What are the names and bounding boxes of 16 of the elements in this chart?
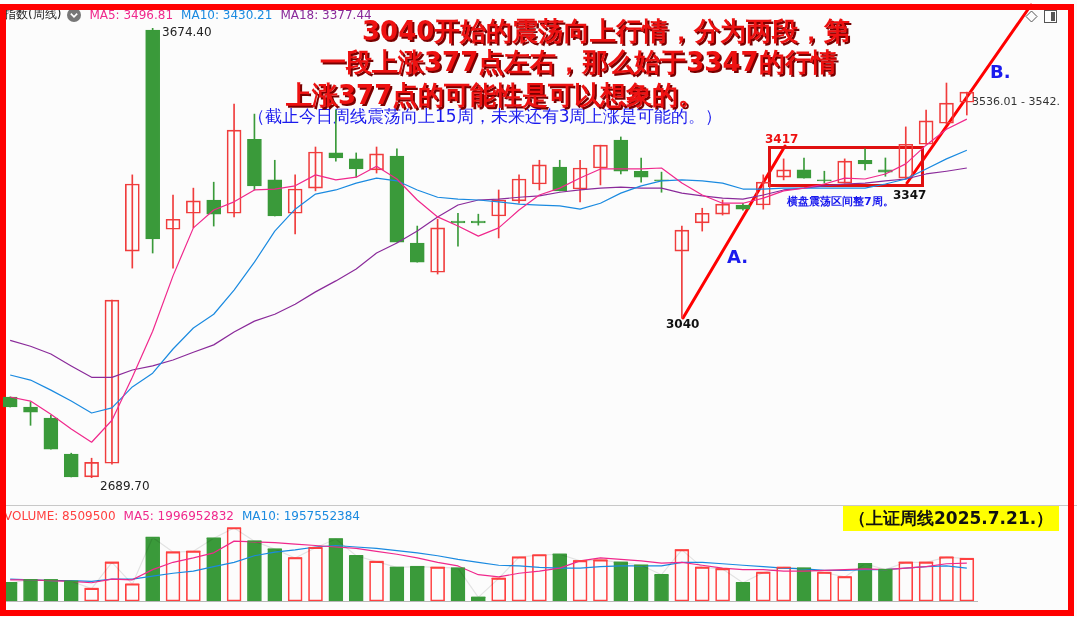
text: MA10: 3430.21 xyxy=(181,7,273,22)
series-label: MA5: 1996952832 xyxy=(123,509,234,523)
annotation: 3674.40 xyxy=(162,25,212,39)
text: 2689.70 xyxy=(100,479,150,493)
annotation: A. xyxy=(727,246,749,267)
text: B. xyxy=(990,61,1011,82)
annotation: 3040 xyxy=(666,317,700,331)
annotation: 一段上涨377点左右，那么始于3347的行情 xyxy=(320,47,837,77)
annotation: 3536.01 - 3542. xyxy=(972,95,1060,108)
annotation: （上证周线2025.7.21.） xyxy=(843,506,1060,531)
annotation: 3347 xyxy=(893,188,927,202)
text: MA5: 3496.81 xyxy=(89,7,174,22)
text: MA10: 1957552384 xyxy=(241,509,361,523)
annotation: 3417 xyxy=(765,132,799,146)
annotation: 横盘震荡区间整7周。 xyxy=(787,195,894,208)
text: VOLUME: 8509500 xyxy=(4,509,116,523)
